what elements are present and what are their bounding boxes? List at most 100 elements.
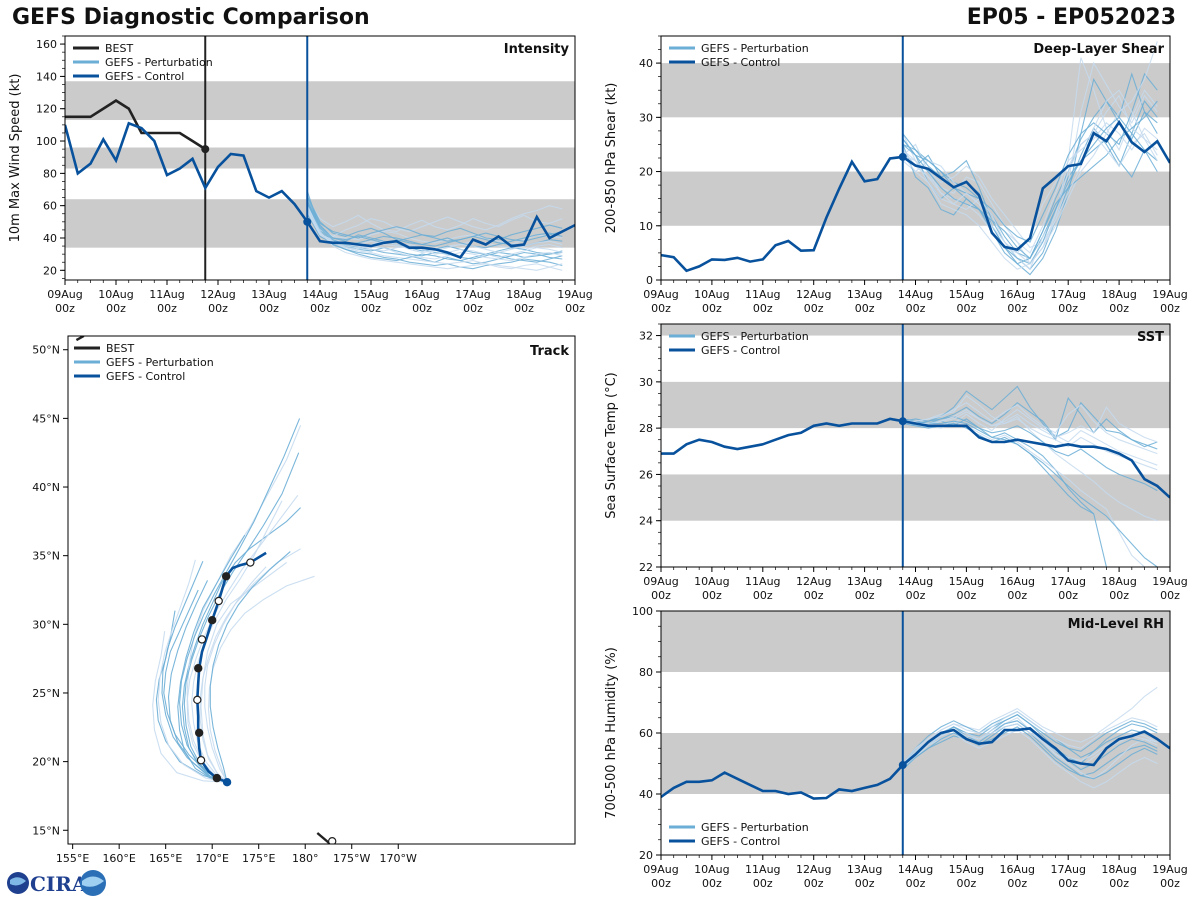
- rh-legend-label-gefs-perturbation: GEFS - Perturbation: [701, 821, 809, 834]
- page-title: GEFS Diagnostic Comparison: [12, 5, 370, 30]
- sst-perturbation-line-8: [902, 418, 1094, 515]
- rh-xtick-sublabel-0: 00z: [651, 877, 671, 890]
- rh-ytick-label-3: 80: [639, 666, 653, 679]
- cira-logo: CIRA: [7, 870, 106, 896]
- shear-legend-label-gefs-perturbation: GEFS - Perturbation: [701, 42, 809, 55]
- track-perturbation-line-5: [204, 548, 301, 783]
- intensity-perturbation-line-12: [306, 197, 563, 241]
- sst-ytick-label-2: 26: [639, 468, 653, 481]
- shear-xtick-sublabel-3: 00z: [804, 302, 824, 315]
- intensity-ytick-label-5: 120: [36, 103, 57, 116]
- shear-xtick-label-9: 18Aug: [1101, 288, 1136, 301]
- shear-ytick-label-1: 10: [639, 220, 653, 233]
- sst-perturbation-line-6: [902, 416, 1158, 492]
- intensity-ytick-label-0: 20: [43, 264, 57, 277]
- track-control-marker-6: [197, 635, 207, 644]
- track-ytick-label-6: 45°N: [32, 412, 60, 425]
- sst-xtick-sublabel-1: 00z: [702, 589, 722, 602]
- sst-xtick-sublabel-2: 00z: [753, 589, 773, 602]
- intensity-perturbation-line-6: [306, 195, 563, 249]
- track-control-marker-2: [196, 756, 206, 765]
- sst-xtick-sublabel-0: 00z: [651, 589, 671, 602]
- track-perturbation-line-11: [199, 566, 267, 783]
- track-control-marker-8: [214, 596, 223, 606]
- track-perturbation-line-16: [179, 418, 301, 783]
- shear-xtick-sublabel-1: 00z: [702, 302, 722, 315]
- sst-perturbation-line-9: [902, 402, 1158, 455]
- shear-band-0: [661, 171, 1170, 226]
- shear-band-1: [661, 63, 1170, 118]
- shear-xtick-label-8: 17Aug: [1050, 288, 1085, 301]
- track-perturbation-line-2: [163, 589, 228, 783]
- cira-logo-emblem-swirl-icon: [82, 876, 104, 887]
- rh-xtick-sublabel-3: 00z: [804, 877, 824, 890]
- shear-xtick-label-10: 19Aug: [1152, 288, 1187, 301]
- shear-xtick-label-0: 09Aug: [643, 288, 678, 301]
- sst-ylabel: Sea Surface Temp (°C): [604, 372, 619, 519]
- track-xtick-label-5: 180°: [292, 852, 319, 865]
- intensity-xtick-label-2: 11Aug: [149, 288, 184, 301]
- intensity-ylabel: 10m Max Wind Speed (kt): [8, 74, 23, 243]
- track-legend-label-gefs-perturbation: GEFS - Perturbation: [106, 356, 214, 369]
- intensity-ytick-label-2: 60: [43, 200, 57, 213]
- intensity-xtick-sublabel-5: 00z: [310, 302, 330, 315]
- shear-xtick-label-1: 10Aug: [694, 288, 729, 301]
- sst-xtick-sublabel-9: 00z: [1109, 589, 1129, 602]
- sst-band-0: [661, 474, 1170, 521]
- intensity-perturbation-line-13: [306, 208, 563, 262]
- intensity-xtick-sublabel-2: 00z: [157, 302, 177, 315]
- rh-chart: 2040608010009Aug00z10Aug00z11Aug00z12Aug…: [604, 605, 1188, 890]
- track-xtick-label-0: 155°E: [56, 852, 89, 865]
- sst-xtick-label-0: 09Aug: [643, 575, 678, 588]
- sst-xtick-label-3: 12Aug: [796, 575, 831, 588]
- sst-xtick-label-5: 14Aug: [898, 575, 933, 588]
- intensity-perturbation-line-3: [306, 198, 563, 233]
- sst-xtick-sublabel-4: 00z: [855, 589, 875, 602]
- rh-ytick-label-1: 40: [639, 788, 653, 801]
- sst-xtick-sublabel-6: 00z: [957, 589, 977, 602]
- intensity-plot-area: [65, 36, 575, 280]
- intensity-xtick-label-9: 18Aug: [506, 288, 541, 301]
- shear-xtick-sublabel-6: 00z: [957, 302, 977, 315]
- track-control-marker-9: [221, 572, 231, 581]
- intensity-xtick-sublabel-6: 00z: [361, 302, 381, 315]
- sst-xtick-label-1: 10Aug: [694, 575, 729, 588]
- track-ytick-label-0: 15°N: [32, 824, 60, 837]
- sst-ytick-label-1: 24: [639, 515, 653, 528]
- track-control-marker-5: [194, 664, 203, 673]
- intensity-perturbation-line-14: [306, 203, 563, 244]
- track-perturbation-line-9: [207, 575, 315, 783]
- intensity-ytick-label-6: 140: [36, 70, 57, 83]
- rh-title: Mid-Level RH: [1068, 617, 1164, 632]
- shear-xtick-label-4: 13Aug: [847, 288, 882, 301]
- storm-id-title: EP05 - EP052023: [966, 5, 1176, 30]
- rh-xtick-label-8: 17Aug: [1050, 863, 1085, 876]
- rh-xtick-label-5: 14Aug: [898, 863, 933, 876]
- sst-xtick-sublabel-7: 00z: [1007, 589, 1027, 602]
- shear-xtick-label-5: 14Aug: [898, 288, 933, 301]
- intensity-legend-label-best: BEST: [105, 42, 133, 55]
- sst-perturbation-line-11: [902, 408, 1158, 471]
- intensity-control-line: [65, 121, 575, 259]
- track-control-marker-1: [212, 773, 222, 783]
- intensity-best-line: [65, 99, 206, 151]
- rh-ytick-label-2: 60: [639, 727, 653, 740]
- shear-xtick-label-3: 12Aug: [796, 288, 831, 301]
- shear-perturbation-line-4: [902, 72, 1158, 276]
- intensity-perturbation-line-11: [306, 211, 563, 258]
- sst-xtick-label-7: 16Aug: [1000, 575, 1035, 588]
- intensity-legend-label-gefs-perturbation: GEFS - Perturbation: [105, 56, 213, 69]
- sst-ytick-label-3: 28: [639, 422, 653, 435]
- rh-xtick-label-3: 12Aug: [796, 863, 831, 876]
- intensity-ytick-label-1: 40: [43, 232, 57, 245]
- shear-xtick-sublabel-9: 00z: [1109, 302, 1129, 315]
- shear-plot-area: [661, 36, 1170, 280]
- track-legend-label-best: BEST: [106, 342, 134, 355]
- intensity-chart: 2040608010012014016009Aug00z10Aug00z11Au…: [8, 35, 593, 315]
- track-title: Track: [530, 344, 569, 359]
- track-xtick-label-1: 160°E: [102, 852, 135, 865]
- sst-perturbation-line-4: [902, 385, 1158, 450]
- intensity-band-1: [65, 147, 575, 169]
- sst-legend-label-gefs-control: GEFS - Control: [701, 344, 780, 357]
